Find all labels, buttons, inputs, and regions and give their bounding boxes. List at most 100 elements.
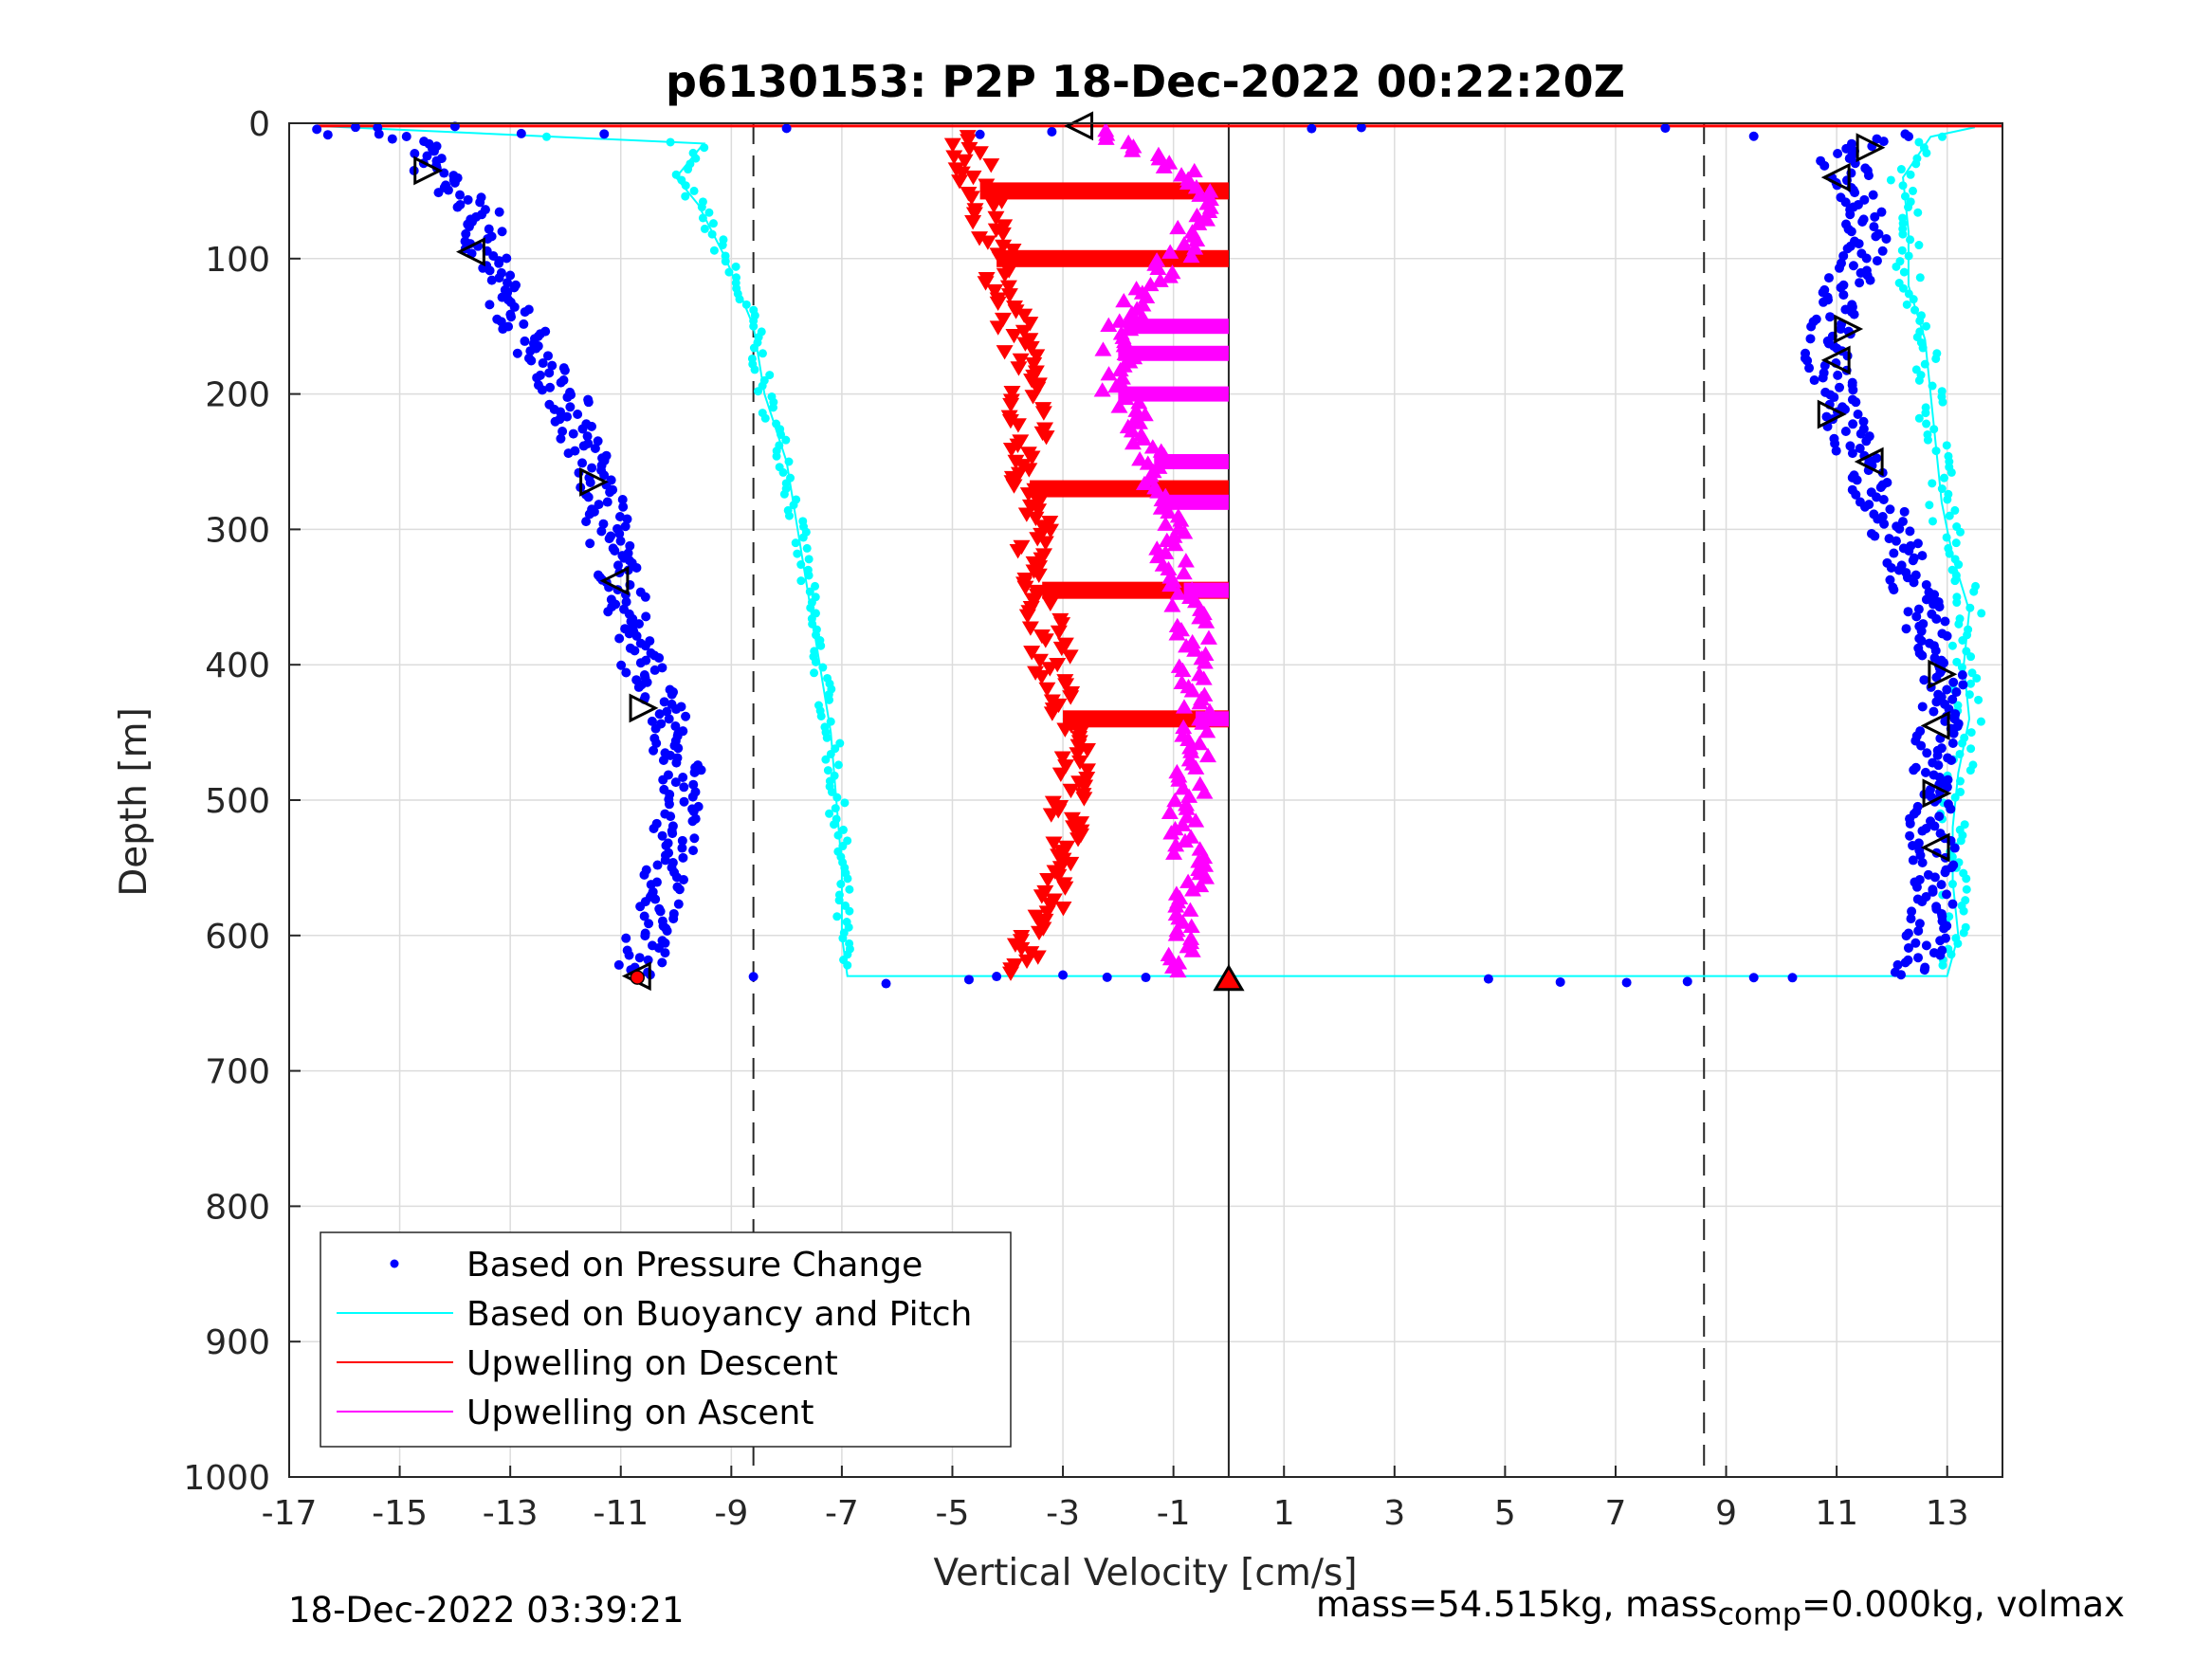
buoyancy-point: [834, 896, 844, 905]
pressure-point: [666, 811, 676, 822]
pressure-point: [525, 346, 536, 356]
pressure-point: [677, 835, 687, 846]
pressure-series: [312, 121, 1968, 989]
buoyancy-point: [749, 321, 759, 331]
buoyancy-point: [1938, 397, 1947, 407]
pressure-point: [662, 706, 672, 717]
buoyancy-point: [1958, 635, 1967, 645]
legend-pressure-label: Based on Pressure Change: [466, 1246, 923, 1285]
pressure-point: [581, 517, 592, 527]
y-tick-label: 600: [205, 918, 270, 957]
buoyancy-point: [796, 576, 806, 586]
descent-point: [1057, 678, 1075, 693]
ascent-point: [1176, 524, 1194, 539]
ascent-band: [1154, 454, 1229, 469]
buoyancy-point: [1914, 137, 1924, 147]
descent-point: [1005, 479, 1023, 494]
pressure-point: [603, 607, 613, 617]
buoyancy-point: [1966, 652, 1976, 662]
buoyancy-point: [689, 186, 699, 195]
pressure-point: [689, 767, 700, 777]
chart-title: p6130153: P2P 18-Dec-2022 00:22:20Z: [666, 56, 1625, 107]
buoyancy-point: [1920, 359, 1929, 369]
ascent-point: [1187, 812, 1205, 828]
descent-point: [1041, 596, 1059, 612]
pressure-point: [1916, 636, 1927, 647]
ascent-point: [1169, 962, 1187, 978]
descent-point: [1076, 779, 1094, 794]
pressure-point: [687, 816, 698, 827]
pressure-point: [520, 307, 530, 318]
ascent-point: [1151, 272, 1169, 287]
buoyancy-point: [1947, 852, 1957, 862]
descent-point: [1031, 653, 1049, 669]
pressure-point: [582, 431, 593, 442]
pressure-point: [1829, 392, 1839, 403]
ascent-point: [1188, 231, 1206, 247]
pressure-point: [503, 278, 513, 288]
buoyancy-point: [1906, 170, 1915, 179]
pressure-point: [657, 663, 667, 673]
open-triangle-marker: [629, 693, 659, 723]
buoyancy-point: [691, 154, 701, 163]
descent-series: [317, 124, 2002, 981]
descent-point: [1054, 852, 1072, 867]
triangle-markers: [413, 111, 1958, 992]
ascent-point: [1168, 626, 1186, 641]
pressure-surface-point: [322, 130, 333, 140]
ascent-point: [1134, 430, 1152, 446]
buoyancy-point: [843, 874, 852, 884]
ascent-band: [1118, 386, 1229, 402]
ascent-point: [1169, 219, 1187, 235]
pressure-point: [556, 377, 566, 388]
descent-point: [1030, 495, 1048, 510]
buoyancy-point: [1955, 776, 1965, 786]
pressure-point: [1841, 143, 1852, 154]
descent-point: [956, 154, 974, 170]
pressure-point: [1913, 953, 1924, 963]
buoyancy-point: [793, 549, 802, 558]
pressure-point: [1819, 297, 1829, 307]
buoyancy-point: [1923, 435, 1932, 445]
pressure-point: [664, 714, 674, 724]
ascent-point: [1182, 247, 1200, 264]
pressure-point: [1855, 444, 1865, 454]
pressure-point: [652, 860, 663, 870]
descent-point: [1021, 499, 1039, 515]
descent-point: [1002, 442, 1020, 458]
descent-point: [987, 210, 1005, 227]
x-tick-label: -9: [714, 1494, 748, 1533]
pressure-point: [537, 385, 547, 395]
pressure-point: [1921, 940, 1931, 951]
pressure-bottom-point: [992, 972, 1002, 982]
ascent-point: [1174, 662, 1192, 678]
pressure-point: [1868, 190, 1878, 200]
pressure-point: [1928, 886, 1938, 897]
pressure-point: [1929, 872, 1940, 883]
pressure-surface-point: [1047, 126, 1057, 137]
pressure-point: [475, 197, 485, 208]
pressure-point: [651, 738, 662, 749]
pressure-point: [654, 653, 665, 664]
buoyancy-point: [1922, 148, 1931, 157]
descent-point: [943, 137, 961, 153]
buoyancy-point: [1918, 343, 1928, 353]
pressure-point: [660, 855, 670, 866]
ascent-point: [1182, 743, 1200, 758]
pressure-point: [1934, 811, 1945, 822]
ascent-point: [1161, 576, 1179, 592]
buoyancy-point: [666, 137, 675, 147]
pressure-point: [622, 514, 632, 524]
buoyancy-point: [718, 241, 727, 250]
buoyancy-point: [1969, 587, 1979, 596]
ascent-point: [1097, 130, 1115, 145]
buoyancy-point: [1942, 441, 1951, 450]
buoyancy-point: [796, 560, 806, 570]
pressure-point: [624, 629, 634, 639]
pressure-point: [660, 948, 670, 958]
ascent-point: [1167, 837, 1185, 852]
buoyancy-point: [1945, 511, 1954, 520]
buoyancy-point: [707, 229, 717, 239]
open-triangle-marker: [1922, 778, 1952, 809]
pressure-point: [583, 492, 594, 502]
